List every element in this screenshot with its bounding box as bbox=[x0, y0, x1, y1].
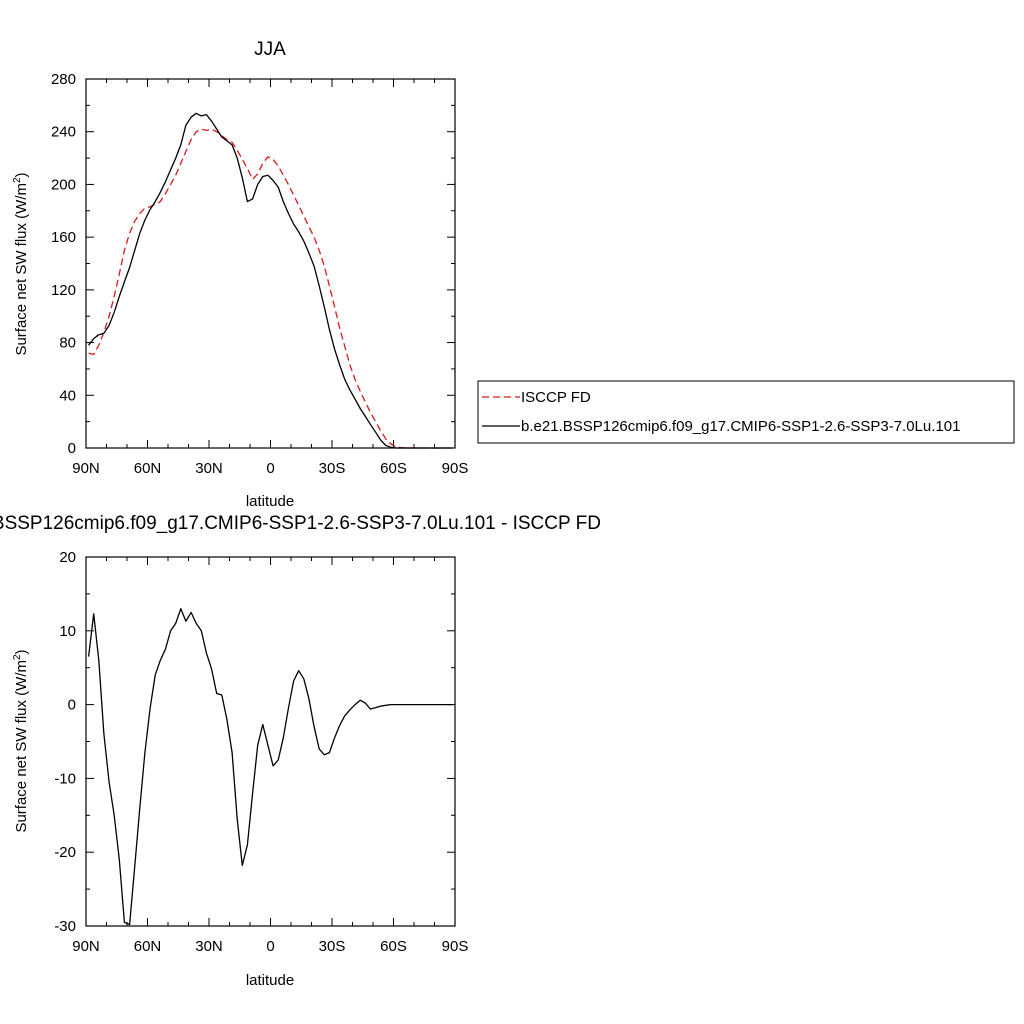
top-panel: JJA 90N 60N 30N 0 30S 60S 90S 0 40 80 120 160 200 240… bbox=[12, 39, 1015, 510]
top-y-tick-label: 0 bbox=[68, 440, 76, 457]
bottom-y-tick-label: -20 bbox=[54, 844, 76, 861]
bottom-y-tick-label: -30 bbox=[54, 918, 76, 935]
top-series-line-isccp bbox=[88, 128, 453, 449]
top-y-tick-label: 80 bbox=[59, 335, 76, 352]
bottom-x-tick-label: 0 bbox=[266, 938, 274, 955]
bottom-x-tick-label: 90N bbox=[72, 938, 100, 955]
top-y-tick-label: 160 bbox=[51, 229, 76, 246]
top-y-tick-label: 240 bbox=[51, 124, 76, 141]
bottom-y-tick-label: 20 bbox=[59, 549, 76, 566]
bottom-series-layer bbox=[87, 608, 453, 926]
top-x-axis-title: latitude bbox=[246, 493, 294, 510]
top-x-tick-label: 30N bbox=[195, 460, 223, 477]
bottom-y-tick-label: 0 bbox=[68, 697, 76, 714]
top-x-tick-label: 60N bbox=[134, 460, 162, 477]
top-y-tick-label: 40 bbox=[59, 387, 76, 404]
top-x-tick-label: 90N bbox=[72, 460, 100, 477]
top-y-tick-label: 120 bbox=[51, 282, 76, 299]
top-y-axis-title: Surface net SW flux (W/m2) bbox=[12, 172, 30, 355]
top-plot-frame bbox=[85, 78, 456, 449]
bottom-grid-ticks: 90N 60N 30N 0 30S 60S 90S -30 -20 -10 0 10 20 bbox=[54, 549, 468, 955]
bottom-panel: b.e21.BSSP126cmip6.f09_g17.CMIP6-SSP1-2.… bbox=[0, 513, 601, 989]
bottom-x-tick-label: 90S bbox=[442, 938, 469, 955]
bottom-x-tick-label: 60S bbox=[380, 938, 407, 955]
top-x-tick-label: 90S bbox=[442, 460, 469, 477]
bottom-x-axis-title: latitude bbox=[246, 972, 294, 989]
bottom-chart-title: b.e21.BSSP126cmip6.f09_g17.CMIP6-SSP1-2.… bbox=[0, 513, 601, 534]
top-series-layer bbox=[88, 112, 453, 449]
top-x-tick-label: 30S bbox=[319, 460, 346, 477]
legend: ISCCP FD b.e21.BSSP126cmip6.f09_g17.CMIP… bbox=[477, 380, 1015, 444]
bottom-series-line-model bbox=[87, 608, 453, 926]
bottom-plot-frame bbox=[85, 556, 456, 927]
top-y-tick-label: 280 bbox=[51, 71, 76, 88]
top-x-tick-label: 60S bbox=[380, 460, 407, 477]
legend-label-isccp: ISCCP FD bbox=[521, 389, 591, 406]
top-grid-ticks: 90N 60N 30N 0 30S 60S 90S 0 40 80 120 160 200 240 280 bbox=[51, 71, 468, 477]
bottom-y-tick-label: 10 bbox=[59, 623, 76, 640]
top-chart-title: JJA bbox=[254, 39, 286, 60]
bottom-y-axis-title: Surface net SW flux (W/m2) bbox=[12, 649, 30, 832]
top-x-tick-label: 0 bbox=[266, 460, 274, 477]
legend-label-model: b.e21.BSSP126cmip6.f09_g17.CMIP6-SSP1-2.… bbox=[521, 418, 960, 435]
top-y-tick-label: 200 bbox=[51, 176, 76, 193]
legend-box bbox=[477, 380, 1015, 444]
top-plot-border bbox=[85, 78, 456, 449]
bottom-x-tick-label: 30N bbox=[195, 938, 223, 955]
bottom-x-tick-label: 30S bbox=[319, 938, 346, 955]
bottom-x-tick-label: 60N bbox=[134, 938, 162, 955]
top-series-line-model bbox=[88, 112, 453, 449]
bottom-plot-border bbox=[85, 556, 456, 927]
bottom-y-tick-label: -10 bbox=[54, 770, 76, 787]
